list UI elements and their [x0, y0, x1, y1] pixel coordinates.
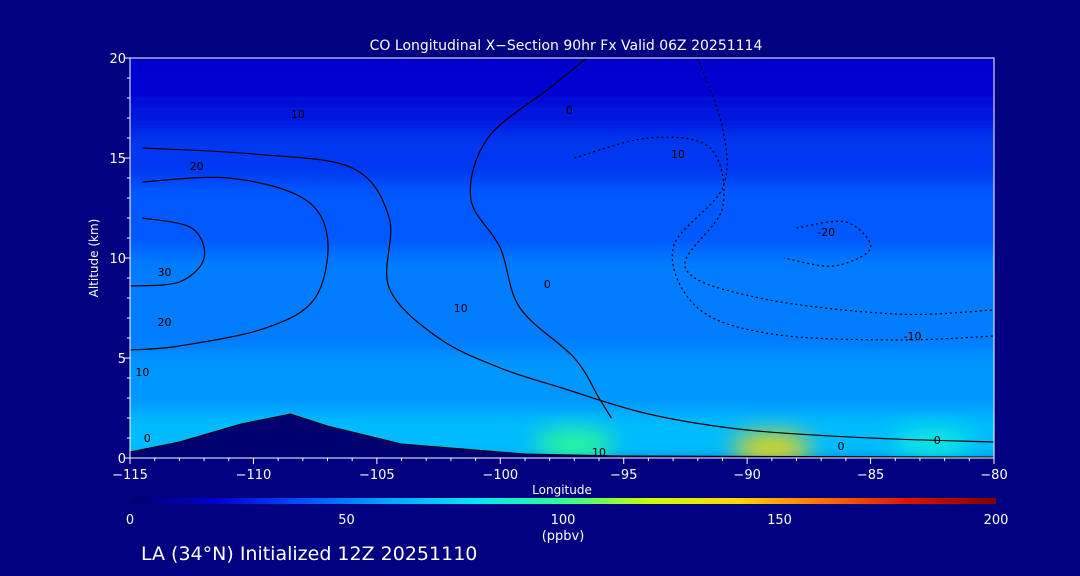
- colorbar-tick-label: 200: [984, 513, 1009, 528]
- contour-label-13: 0: [837, 440, 844, 453]
- y-tick-label: 15: [109, 152, 126, 167]
- chart-title: CO Longitudinal X−Section 90hr Fx Valid …: [370, 38, 763, 54]
- contour-label-4: 10: [135, 366, 149, 379]
- colorbar-tick-label: 0: [126, 513, 134, 528]
- hotspot-1: [534, 430, 614, 458]
- contour-line-1: [142, 147, 994, 443]
- y-tick-label: 10: [109, 252, 126, 267]
- contour-label-5: 0: [144, 432, 151, 445]
- contour-label-1: 20: [190, 160, 204, 173]
- contour-line-2: [130, 176, 329, 351]
- contour-line-0: [469, 58, 612, 419]
- contour-lines: [130, 58, 994, 443]
- contour-line-6: [784, 220, 872, 267]
- hotspot-0: [732, 434, 812, 458]
- terrain: [130, 413, 994, 458]
- contour-label-9: 10: [671, 148, 685, 161]
- x-tick-label: −110: [236, 468, 272, 483]
- contour-label-0: 10: [291, 108, 305, 121]
- colorbar-tick-label: 100: [551, 513, 576, 528]
- x-tick-label: −85: [857, 468, 884, 483]
- y-tick-label: 5: [118, 352, 126, 367]
- field-band-4: [130, 252, 994, 364]
- x-axis: −115 −110 −105 −100 −95 −90 −85 −80: [112, 458, 1008, 483]
- co-field: [130, 58, 994, 458]
- colorbar-unit: (ppbv): [542, 529, 585, 544]
- field-band-3: [130, 182, 994, 264]
- contour-label-8: 10: [454, 302, 468, 315]
- y-axis: 0 5 10 15 20: [109, 52, 130, 467]
- y-tick-label: 20: [109, 52, 126, 67]
- x-tick-label: −100: [482, 468, 518, 483]
- x-tick-label: −80: [980, 468, 1007, 483]
- contour-label-7: 0: [544, 278, 551, 291]
- hotspot-2: [892, 428, 972, 456]
- contour-label-14: 0: [934, 434, 941, 447]
- contour-label-6: 0: [566, 104, 573, 117]
- contour-line-5: [574, 136, 994, 316]
- contour-label-10: -20: [817, 226, 835, 239]
- contour-line-3: [130, 217, 206, 287]
- co-hotspots: [534, 428, 972, 458]
- contour-label-2: 30: [158, 266, 172, 279]
- plot-area: 10 20 30 20 10 0 0 0 10 10 -20 -10 10 0 0: [130, 58, 994, 459]
- x-tick-label: −90: [733, 468, 760, 483]
- contour-line-4: [671, 58, 994, 341]
- footer-caption: LA (34°N) Initialized 12Z 20251110: [141, 543, 477, 565]
- x-tick-label: −115: [112, 468, 148, 483]
- x-tick-label: −95: [610, 468, 637, 483]
- y-axis-label: Altitude (km): [87, 219, 101, 298]
- contour-labels: 10 20 30 20 10 0 0 0 10 10 -20 -10 10 0 0: [135, 104, 941, 459]
- contour-label-3: 20: [158, 316, 172, 329]
- colorbar-ticks: 0 50 100 150 200: [126, 513, 1009, 528]
- colorbar: [130, 498, 996, 504]
- colorbar-tick-label: 150: [767, 513, 792, 528]
- x-tick-label: −105: [359, 468, 395, 483]
- contour-label-11: -10: [904, 330, 922, 343]
- y-tick-label: 0: [118, 452, 126, 467]
- colorbar-tick-label: 50: [338, 513, 355, 528]
- contour-label-12: 10: [592, 446, 606, 459]
- x-axis-label: Longitude: [532, 483, 592, 497]
